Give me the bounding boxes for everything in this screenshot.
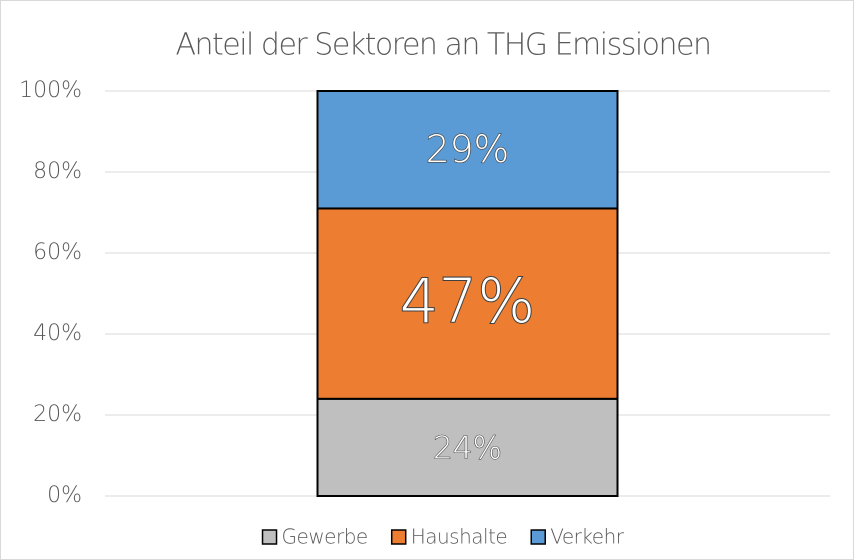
legend-swatch <box>261 529 278 545</box>
legend-swatch <box>390 529 407 545</box>
y-tick-label: 0% <box>47 483 82 508</box>
legend-label: Haushalte <box>411 525 508 549</box>
y-tick-label: 40% <box>33 321 82 346</box>
data-label: 47% <box>400 266 535 337</box>
y-tick-label: 100% <box>19 78 82 103</box>
data-label: 24% <box>433 430 502 466</box>
y-tick-label: 20% <box>33 402 82 427</box>
data-label: 29% <box>426 127 510 171</box>
chart-title: Anteil der Sektoren an THG Emissionen <box>175 28 710 63</box>
legend-label: Verkehr <box>550 525 625 549</box>
y-tick-label: 60% <box>33 240 82 265</box>
bar-segment <box>316 207 619 400</box>
y-tick-label: 80% <box>33 159 82 184</box>
legend-swatch <box>530 529 546 545</box>
legend-label: Gewerbe <box>282 525 368 549</box>
bar-segment <box>316 90 619 210</box>
bar-segment <box>316 397 619 497</box>
